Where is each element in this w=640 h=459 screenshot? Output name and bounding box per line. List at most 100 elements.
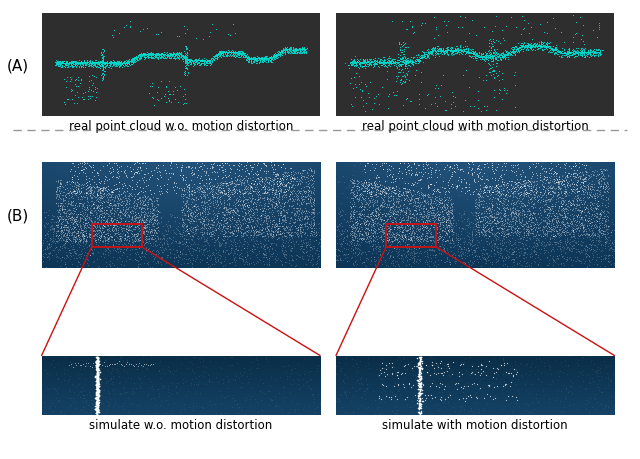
Point (98, 46, 108, 54)
Point (520, 241, 530, 248)
Point (237, 186, 247, 194)
Point (83, 402, 93, 409)
Point (192, 188, 202, 196)
Point (380, 236, 390, 244)
Point (241, 52, 252, 60)
Point (572, 192, 582, 200)
Point (498, 51, 508, 58)
Point (417, 218, 428, 225)
Point (90, 360, 100, 367)
Point (474, 224, 484, 231)
Point (531, 163, 541, 170)
Point (309, 221, 319, 229)
Point (442, 205, 452, 213)
Point (353, 231, 364, 239)
Point (306, 173, 316, 180)
Point (150, 207, 161, 215)
Point (513, 185, 524, 192)
Point (93, 392, 104, 399)
Point (369, 59, 379, 66)
Point (71, 84, 81, 91)
Point (235, 239, 245, 246)
Point (365, 56, 375, 64)
Point (496, 250, 506, 257)
Point (120, 226, 131, 234)
Point (511, 218, 521, 225)
Point (493, 198, 504, 205)
Point (136, 380, 147, 387)
Point (76, 236, 86, 243)
Point (451, 50, 461, 58)
Point (220, 237, 230, 244)
Point (603, 200, 613, 207)
Point (179, 205, 189, 212)
Point (106, 200, 116, 207)
Point (592, 223, 602, 230)
Point (360, 363, 370, 370)
Point (374, 191, 385, 198)
Point (579, 244, 589, 252)
Point (437, 51, 447, 58)
Point (161, 52, 172, 60)
Point (531, 251, 541, 258)
Point (81, 235, 92, 243)
Point (568, 50, 578, 58)
Point (474, 227, 484, 235)
Point (225, 51, 235, 58)
Point (607, 218, 617, 226)
Point (492, 188, 502, 195)
Point (213, 202, 223, 209)
Point (512, 184, 522, 191)
Point (182, 66, 192, 73)
Point (180, 227, 191, 234)
Point (363, 182, 373, 189)
Point (281, 184, 291, 191)
Point (348, 260, 358, 267)
Point (580, 251, 590, 258)
Point (197, 215, 207, 223)
Point (118, 59, 129, 67)
Point (404, 59, 415, 67)
Point (550, 48, 561, 55)
Point (486, 50, 496, 58)
Point (507, 251, 517, 258)
Point (473, 212, 483, 219)
Point (74, 237, 84, 245)
Point (159, 51, 170, 58)
Point (279, 190, 289, 198)
Point (68, 215, 78, 223)
Point (236, 197, 246, 204)
Point (426, 171, 436, 178)
Point (109, 207, 120, 214)
Point (598, 176, 609, 184)
Point (267, 235, 277, 242)
Point (243, 190, 253, 197)
Point (508, 222, 518, 230)
Point (151, 247, 161, 255)
Point (273, 188, 283, 195)
Point (252, 58, 262, 66)
Point (413, 399, 424, 407)
Point (410, 58, 420, 65)
Point (188, 210, 198, 218)
Point (124, 59, 134, 67)
Point (457, 255, 467, 263)
Point (558, 252, 568, 260)
Point (69, 224, 79, 231)
Point (270, 187, 280, 195)
Point (569, 48, 579, 56)
Point (521, 44, 531, 51)
Point (406, 172, 417, 179)
Point (397, 369, 407, 377)
Point (541, 177, 551, 185)
Point (275, 230, 285, 237)
Point (363, 160, 373, 168)
Point (556, 180, 566, 188)
Point (495, 247, 506, 254)
Point (239, 186, 249, 193)
Point (565, 383, 575, 390)
Point (445, 204, 455, 211)
Point (228, 375, 238, 382)
Point (572, 188, 582, 195)
Point (593, 52, 603, 59)
